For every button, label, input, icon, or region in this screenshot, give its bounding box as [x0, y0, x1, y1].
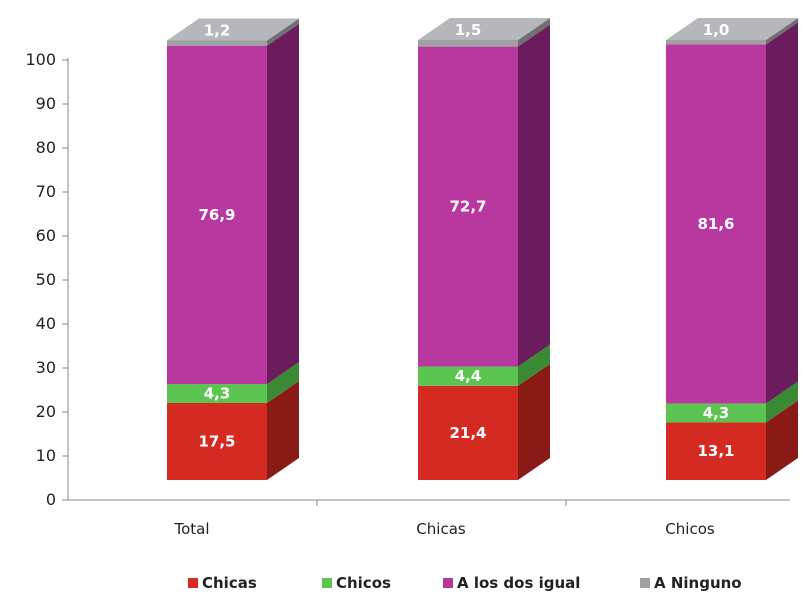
bar-side — [518, 344, 550, 386]
bar-front — [666, 40, 766, 45]
legend-swatch — [322, 578, 332, 588]
y-tick-label: 80 — [36, 138, 56, 157]
y-tick-label: 70 — [36, 182, 56, 201]
data-label: 81,6 — [697, 215, 734, 233]
bar-front — [167, 384, 267, 403]
bar-front — [167, 45, 267, 385]
legend-item: A Ninguno — [640, 574, 742, 592]
bar-side — [766, 18, 798, 45]
x-tick-label: Total — [173, 520, 209, 538]
bar-segment-a-los-dos-igual — [418, 24, 550, 367]
y-tick-label: 40 — [36, 314, 56, 333]
y-tick-label: 50 — [36, 270, 56, 289]
bar-side — [766, 400, 798, 480]
y-tick-label: 20 — [36, 402, 56, 421]
bar-top — [167, 18, 299, 41]
bar-segment-chicas — [167, 381, 299, 480]
bar-front — [418, 366, 518, 386]
bar-front — [418, 46, 518, 367]
y-tick-label: 100 — [25, 50, 56, 69]
data-label: 1,5 — [455, 21, 482, 39]
data-label: 17,5 — [198, 433, 235, 451]
x-tick-label: Chicas — [416, 520, 466, 538]
data-label: 4,3 — [204, 385, 231, 403]
bar-side — [766, 381, 798, 423]
bar-front — [666, 403, 766, 423]
bar-segment-chicos — [666, 381, 798, 423]
bar-front — [666, 44, 766, 404]
bar-segment-chicos — [167, 362, 299, 403]
bars — [167, 18, 798, 480]
legend-item: A los dos igual — [443, 574, 580, 592]
y-tick-label: 0 — [46, 490, 56, 509]
bar-front — [666, 422, 766, 480]
data-labels: 17,5 4,3 76,9 1,2 21,4 4,4 72,7 1,5 13,1 4,3 81,6 1… — [198, 21, 734, 460]
bar-segment-a-ninguno — [666, 18, 798, 45]
bar-segment-a-ninguno — [167, 18, 299, 46]
data-label: 4,4 — [455, 367, 482, 385]
bar-side — [267, 381, 299, 480]
y-tick-label: 10 — [36, 446, 56, 465]
bar-front — [167, 40, 267, 46]
y-tick-label: 90 — [36, 94, 56, 113]
bar-front — [418, 385, 518, 480]
data-label: 76,9 — [198, 206, 235, 224]
axes: 0 10 20 30 40 50 60 70 80 90 100 Total Chicas Chicos — [25, 50, 790, 538]
data-label: 21,4 — [449, 424, 486, 442]
bar-side — [267, 23, 299, 385]
legend-item: Chicos — [322, 574, 391, 592]
data-label: 4,3 — [703, 404, 730, 422]
legend: Chicas Chicos A los dos igual A Ninguno — [188, 574, 742, 592]
legend-swatch — [188, 578, 198, 588]
bar-segment-a-los-dos-igual — [666, 22, 798, 404]
legend-swatch — [640, 578, 650, 588]
bar-top — [666, 18, 798, 40]
bar-side — [267, 18, 299, 46]
y-tick-label: 30 — [36, 358, 56, 377]
bar-segment-chicas — [418, 363, 550, 480]
bar-front — [167, 403, 267, 480]
legend-label: A los dos igual — [457, 574, 580, 592]
bar-top — [418, 18, 550, 40]
legend-label: Chicos — [336, 574, 391, 592]
data-label: 1,0 — [703, 21, 730, 39]
bar-side — [267, 362, 299, 403]
x-tick-label: Chicos — [665, 520, 715, 538]
data-label: 72,7 — [449, 198, 486, 216]
bar-segment-a-ninguno — [418, 18, 550, 47]
legend-item: Chicas — [188, 574, 257, 592]
bar-side — [766, 22, 798, 404]
y-tick-label: 60 — [36, 226, 56, 245]
legend-label: Chicas — [202, 574, 257, 592]
data-label: 1,2 — [204, 21, 231, 39]
data-label: 13,1 — [697, 442, 734, 460]
legend-label: A Ninguno — [654, 574, 742, 592]
bar-side — [518, 363, 550, 480]
bar-side — [518, 24, 550, 367]
bar-segment-a-los-dos-igual — [167, 23, 299, 385]
bar-side — [518, 18, 550, 47]
bar-segment-chicas — [666, 400, 798, 480]
bar-segment-chicos — [418, 344, 550, 386]
legend-swatch — [443, 578, 453, 588]
bar-front — [418, 40, 518, 47]
